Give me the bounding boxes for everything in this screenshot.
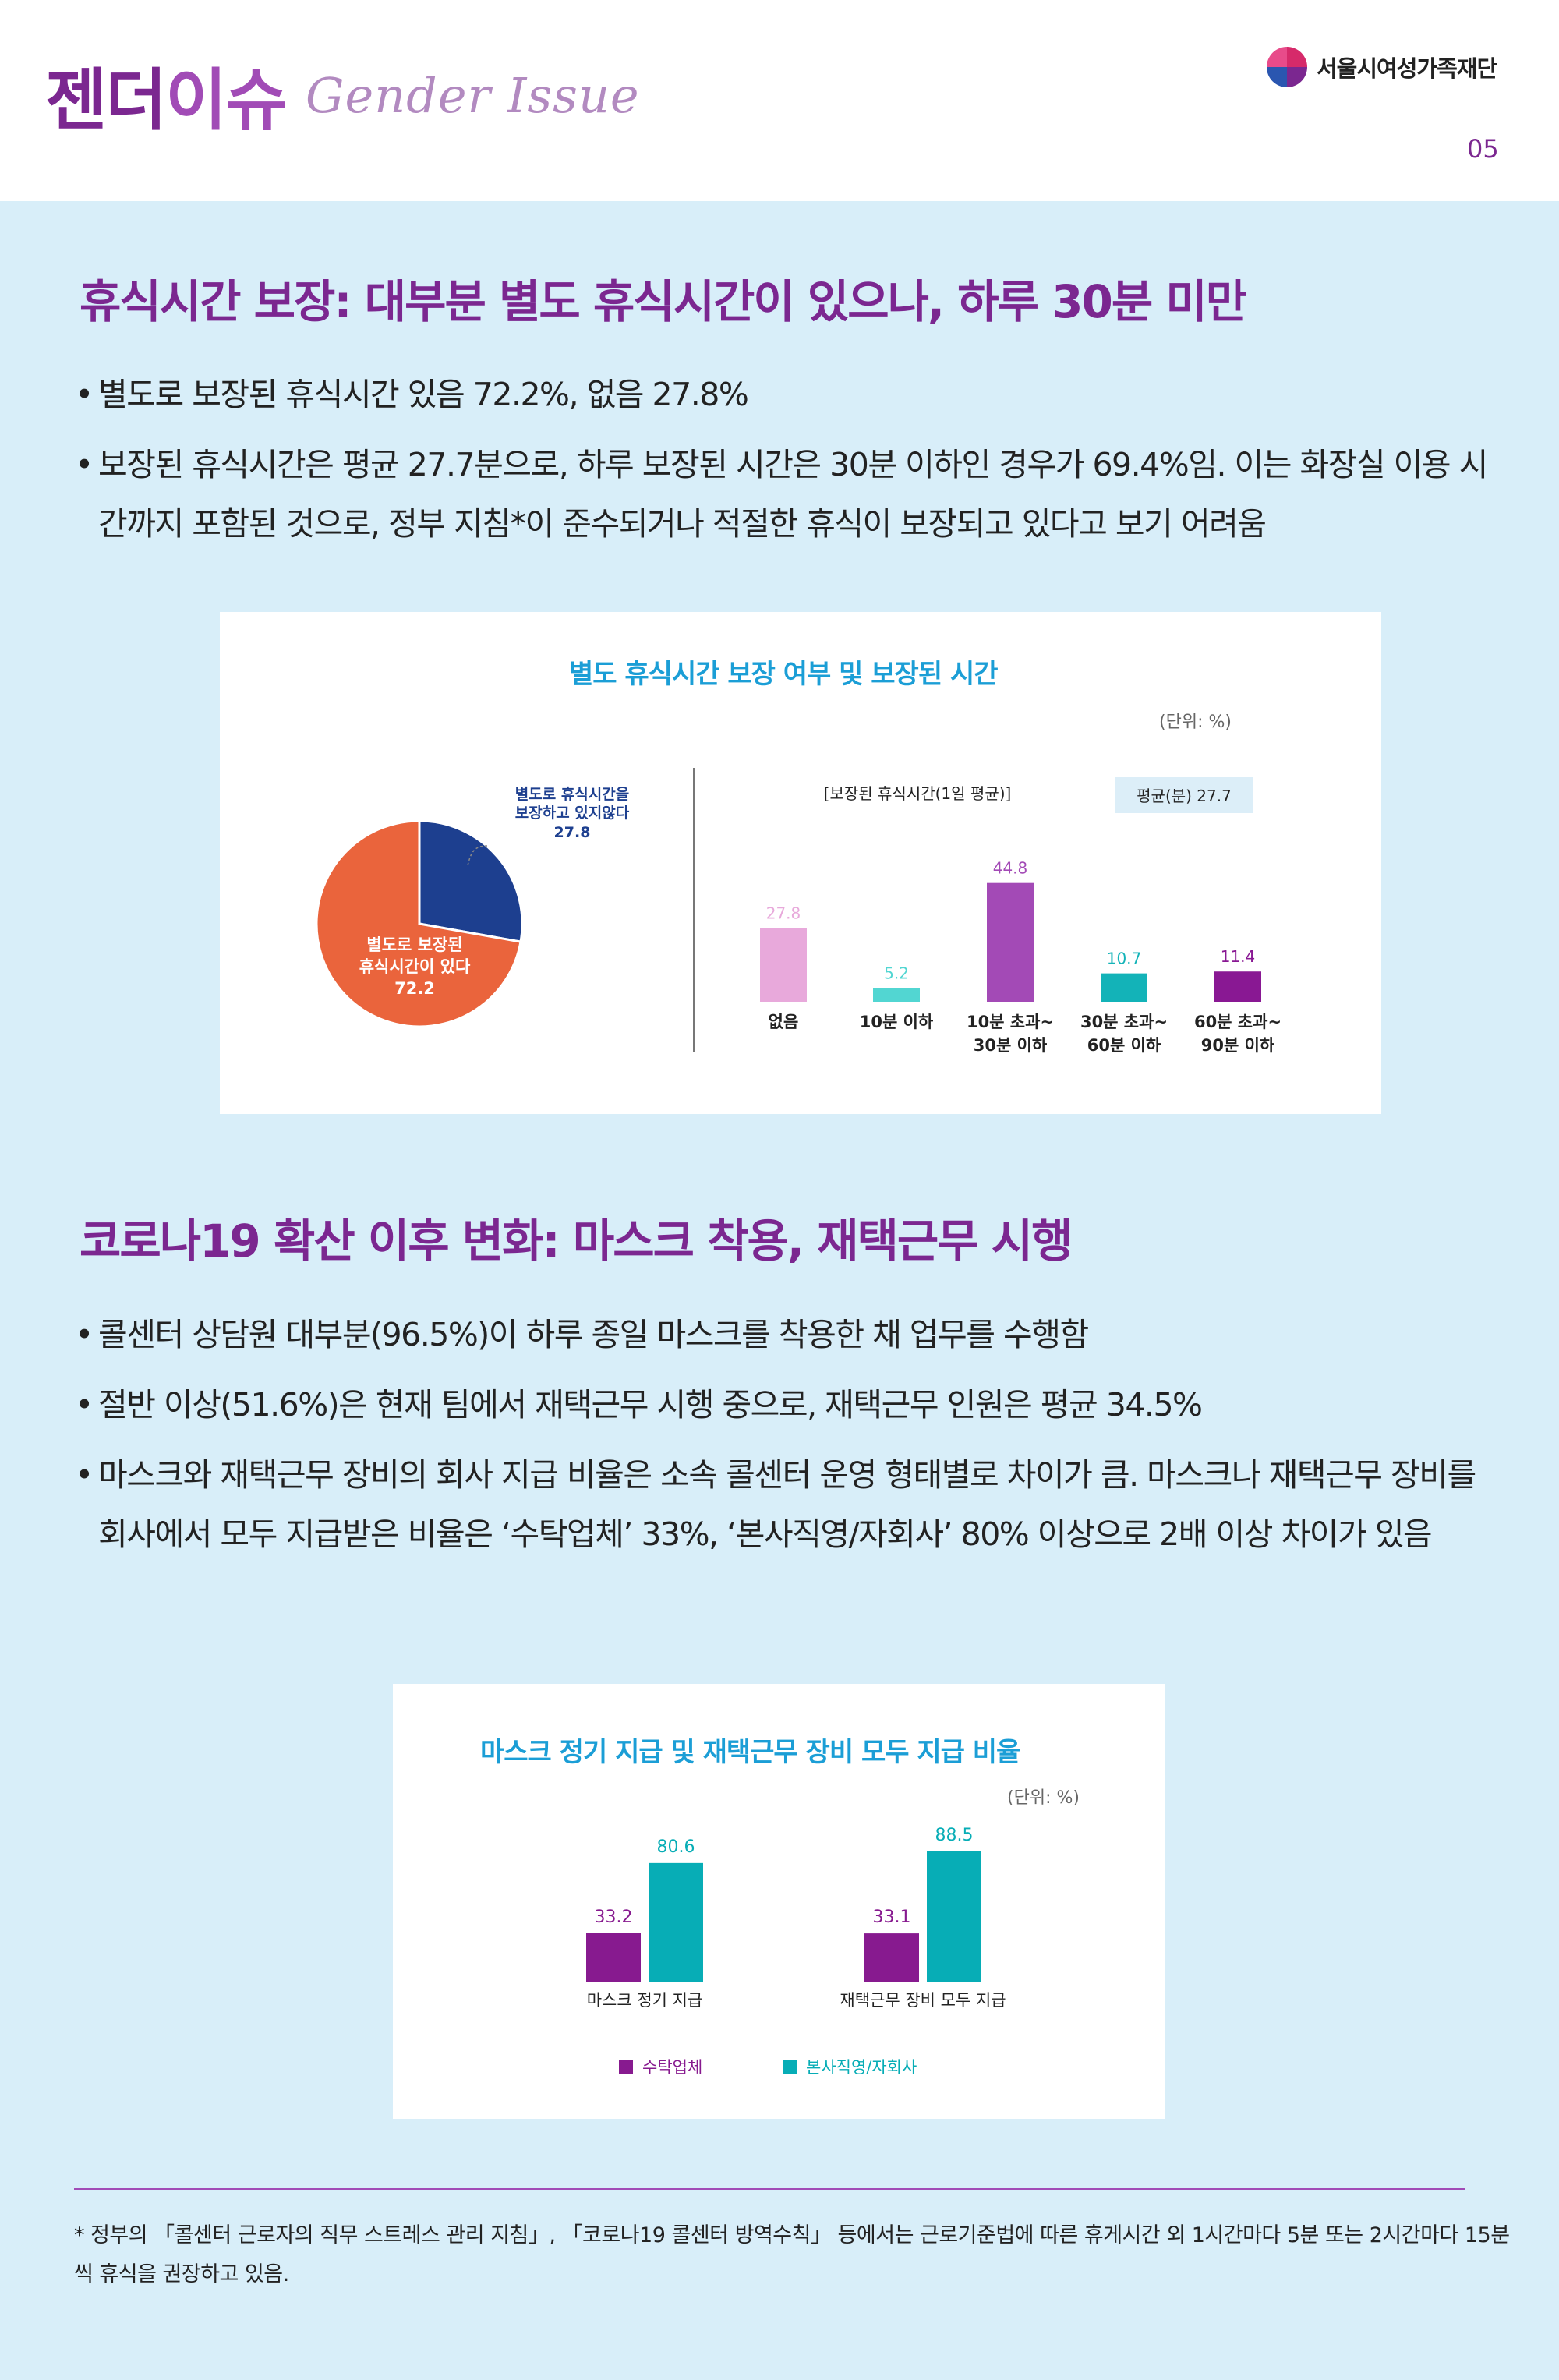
series-title-a: 젠더 [45,62,167,140]
bar-category-label: 재택근무 장비 모두 지급 [840,1991,1006,2010]
page-header: 젠더이슈 Gender Issue 서울시여성가족재단 05 [0,0,1559,201]
chart2-card: 마스크 정기 지급 및 재택근무 장비 모두 지급 비율 (단위: %) 33.… [393,1684,1165,2119]
legend-swatch [619,2060,633,2074]
pie-label-no-line2: 보장하고 있지않다 [515,805,630,822]
chart1-unit: (단위: %) [1159,713,1232,732]
bar-category-label: 30분 초과~ [1080,1013,1168,1031]
bar-category-label: 90분 이하 [1201,1036,1275,1055]
chart2-unit: (단위: %) [1007,1788,1080,1808]
bullet-item: 콜센터 상담원 대부분(96.5%)이 하루 종일 마스크를 착용한 채 업무를… [72,1305,1498,1364]
bar-value-label: 11.4 [1221,947,1256,966]
average-box-text: 평균(분) 27.7 [1137,787,1232,805]
legend-label: 수탁업체 [642,2058,702,2077]
bar-category-label: 없음 [769,1013,799,1031]
bar-value-label: 5.2 [884,964,909,982]
page-number: 05 [1467,134,1499,164]
section2-title: 코로나19 확산 이후 변화: 마스크 착용, 재택근무 시행 [80,1215,1073,1268]
pie-slice [418,819,524,943]
bar-category-label: 10분 이하 [860,1013,934,1031]
chart2-legend: 수탁업체 본사직영/자회사 [619,2058,917,2077]
bar [987,882,1034,1002]
bullet-item: 보장된 휴식시간은 평균 27.7분으로, 하루 보장된 시간은 30분 이하인… [72,435,1498,553]
bar-value-label: 80.6 [657,1837,695,1857]
section1-title: 휴식시간 보장: 대부분 별도 휴식시간이 있으나, 하루 30분 미만 [80,275,1247,328]
foundation-logo-icon [1267,47,1307,87]
series-title-english: Gender Issue [306,67,640,124]
bar-category-label: 마스크 정기 지급 [587,1991,703,2010]
pie-slice [315,819,522,1028]
chart1-card: 별도 휴식시간 보장 여부 및 보장된 시간 (단위: %) 별도로 휴식시간을… [220,612,1381,1114]
bar [1101,973,1147,1002]
section1-bullets: 별도로 보장된 휴식시간 있음 72.2%, 없음 27.8% 보장된 휴식시간… [72,365,1498,553]
foundation-name: 서울시여성가족재단 [1317,55,1497,82]
pie-label-no-value: 27.8 [554,824,591,841]
bar [649,1862,703,1982]
bullet-item: 절반 이상(51.6%)은 현재 팀에서 재택근무 시행 중으로, 재택근무 인… [72,1375,1498,1434]
pie-label-yes-value: 72.2 [394,979,435,998]
bar [864,1933,919,1982]
bar-value-label: 33.2 [595,1908,633,1927]
chart2-title: 마스크 정기 지급 및 재택근무 장비 모두 지급 비율 [480,1737,1020,1768]
pie-leader-line [467,845,488,866]
chart2-figure: 33.2 80.6 마스크 정기 지급 33.1 88.5 재택근무 장비 모두 지급 수… [586,1826,1006,2077]
bar-value-label: 27.8 [766,904,801,922]
chart1-figure: 별도로 휴식시간을 보장하고 있지않다 27.8 별도로 보장된 휴식시간이 있… [315,768,1281,1055]
section2-bullets: 콜센터 상담원 대부분(96.5%)이 하루 종일 마스크를 착용한 채 업무를… [72,1305,1498,1564]
bar [927,1851,981,1982]
bar-chart-header: [보장된 휴식시간(1일 평균)] [824,784,1012,803]
supply-ratio-bar-chart: 33.2 80.6 마스크 정기 지급 33.1 88.5 재택근무 장비 모두 지급 [586,1826,1006,2010]
legend-swatch [783,2060,797,2074]
bar-category-label: 60분 초과~ [1194,1013,1281,1031]
bar-category-label: 30분 이하 [974,1036,1048,1055]
footnote: * 정부의 「콜센터 근로자의 직무 스트레스 관리 지침」, 「코로나19 콜… [74,2223,1510,2286]
footnote-divider [74,2188,1465,2190]
bar [760,928,807,1002]
pie-label-no-line1: 별도로 휴식시간을 [515,786,629,803]
rest-time-bar-chart: 27.8 없음 5.2 10분 이하 44.8 10분 초과~ 30분 이하 10.7 30분 … [760,859,1281,1055]
bar-value-label: 10.7 [1107,950,1142,968]
pie-label-yes-line1: 별도로 보장된 [366,935,462,954]
average-box [1115,777,1253,813]
series-title-b: 이슈 [165,62,287,140]
bar-category-label: 60분 이하 [1087,1036,1161,1055]
bar-value-label: 44.8 [993,859,1028,878]
pie-label-yes-line2: 휴식시간이 있다 [359,957,471,976]
series-title: 젠더이슈 [45,45,288,143]
bar-value-label: 33.1 [873,1908,911,1927]
pie-chart [315,819,524,1028]
bar [586,1933,641,1982]
bar [873,988,920,1002]
legend-label: 본사직영/자회사 [806,2058,917,2077]
foundation-logo: 서울시여성가족재단 [1267,47,1497,87]
bar-value-label: 88.5 [935,1826,974,1845]
bullet-item: 마스크와 재택근무 장비의 회사 지급 비율은 소속 콜센터 운영 형태별로 차… [72,1445,1498,1564]
bar [1214,971,1261,1002]
bullet-item: 별도로 보장된 휴식시간 있음 72.2%, 없음 27.8% [72,365,1498,424]
bar-category-label: 10분 초과~ [967,1013,1054,1031]
chart1-title: 별도 휴식시간 보장 여부 및 보장된 시간 [569,659,999,690]
